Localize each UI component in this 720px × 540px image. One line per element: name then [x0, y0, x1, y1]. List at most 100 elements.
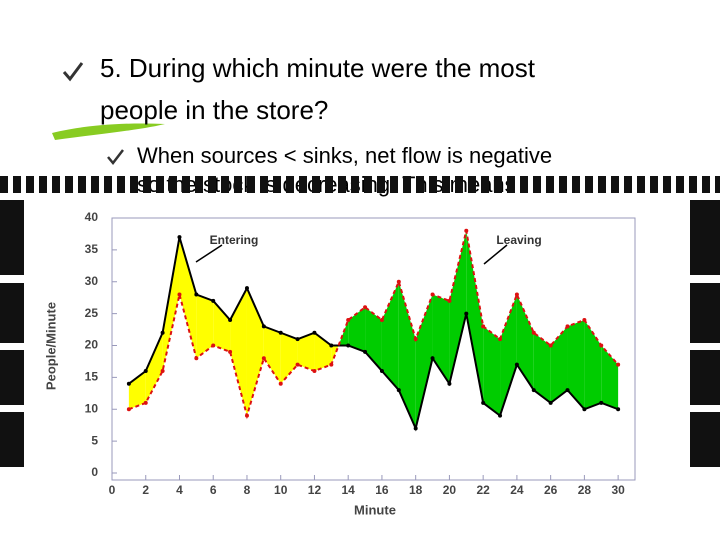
data-point: [548, 400, 553, 405]
data-point: [295, 337, 300, 342]
x-tick-label: 26: [544, 483, 558, 497]
side-bar: [0, 200, 24, 275]
bullet-text: people in the store?: [100, 95, 328, 125]
data-point: [430, 292, 435, 297]
stripe: [169, 176, 177, 193]
stripe: [260, 176, 268, 193]
data-point: [228, 349, 233, 354]
x-tick-label: 4: [176, 483, 183, 497]
data-point: [464, 311, 469, 316]
stripe: [637, 176, 645, 193]
net-flow-area: [338, 320, 349, 346]
annotation-arrow: [195, 244, 223, 263]
bullet-text: 5. During which minute were the most: [100, 53, 536, 83]
data-point: [396, 279, 401, 284]
stripe: [325, 176, 333, 193]
x-tick-label: 18: [409, 483, 423, 497]
y-tick-label: 25: [85, 306, 99, 320]
data-point: [548, 343, 553, 348]
stripe: [702, 176, 710, 193]
data-point: [599, 343, 604, 348]
stripe: [416, 176, 424, 193]
stripe: [299, 176, 307, 193]
stripe: [312, 176, 320, 193]
data-point: [481, 400, 486, 405]
net-flow-area: [432, 294, 450, 384]
stripe: [364, 176, 372, 193]
x-tick-label: 16: [375, 483, 389, 497]
side-bar: [0, 412, 24, 467]
data-point: [194, 356, 199, 361]
stripe: [351, 176, 359, 193]
data-point: [312, 369, 317, 373]
net-flow-area: [567, 320, 585, 410]
stripe: [221, 176, 229, 193]
net-flow-area: [601, 345, 619, 410]
stripe: [468, 176, 476, 193]
data-point: [464, 228, 469, 233]
stripe: [65, 176, 73, 193]
data-point: [514, 292, 519, 297]
stripe: [611, 176, 619, 193]
data-point: [582, 318, 587, 322]
net-flow-area: [584, 320, 602, 410]
net-flow-area: [466, 230, 484, 403]
data-point: [531, 388, 536, 393]
stripe: [624, 176, 632, 193]
data-point: [177, 235, 182, 240]
stripe: [520, 176, 528, 193]
highlight-swoosh: [52, 123, 165, 140]
data-point: [481, 324, 486, 329]
side-bar: [690, 283, 720, 343]
net-flow-area: [381, 281, 399, 391]
data-point: [160, 369, 165, 373]
data-point: [616, 362, 621, 367]
y-tick-label: 30: [85, 274, 99, 288]
net-flow-area: [196, 294, 214, 359]
stripe: [143, 176, 151, 193]
data-point: [228, 318, 233, 322]
x-tick-label: 22: [476, 483, 490, 497]
x-tick-label: 28: [578, 483, 592, 497]
stripe: [689, 176, 697, 193]
side-bar: [0, 283, 24, 343]
data-point: [126, 407, 131, 412]
stripe: [546, 176, 554, 193]
stripe: [455, 176, 463, 193]
legend-label: Entering: [210, 233, 259, 247]
series-line: [128, 236, 619, 432]
stripe: [91, 176, 99, 193]
y-tick-label: 0: [91, 465, 98, 479]
net-flow-area: [483, 326, 501, 416]
stripe: [78, 176, 86, 193]
stripe: [117, 176, 125, 193]
data-point: [531, 330, 536, 335]
data-point: [278, 381, 283, 386]
data-point: [582, 407, 587, 412]
data-point: [379, 369, 384, 373]
data-point: [447, 381, 452, 386]
data-point: [261, 324, 266, 329]
data-point: [396, 388, 401, 393]
net-flow-area: [550, 326, 568, 403]
data-point: [413, 337, 418, 342]
data-point: [565, 388, 570, 393]
stripe: [507, 176, 515, 193]
stripe: [494, 176, 502, 193]
data-point: [312, 330, 317, 335]
check-icon: [107, 149, 124, 165]
stripe: [377, 176, 385, 193]
y-axis-label: People/Minute: [43, 302, 58, 390]
stripe: [286, 176, 294, 193]
x-axis-label: Minute: [354, 502, 396, 517]
series-line: [128, 230, 619, 420]
stripe: [533, 176, 541, 193]
stripe: [182, 176, 190, 193]
data-point: [346, 343, 351, 348]
y-tick-label: 35: [85, 242, 99, 256]
net-flow-area: [533, 332, 551, 403]
data-point: [498, 337, 503, 342]
net-flow-area: [213, 300, 231, 352]
stripe: [572, 176, 580, 193]
stripe: [156, 176, 164, 193]
